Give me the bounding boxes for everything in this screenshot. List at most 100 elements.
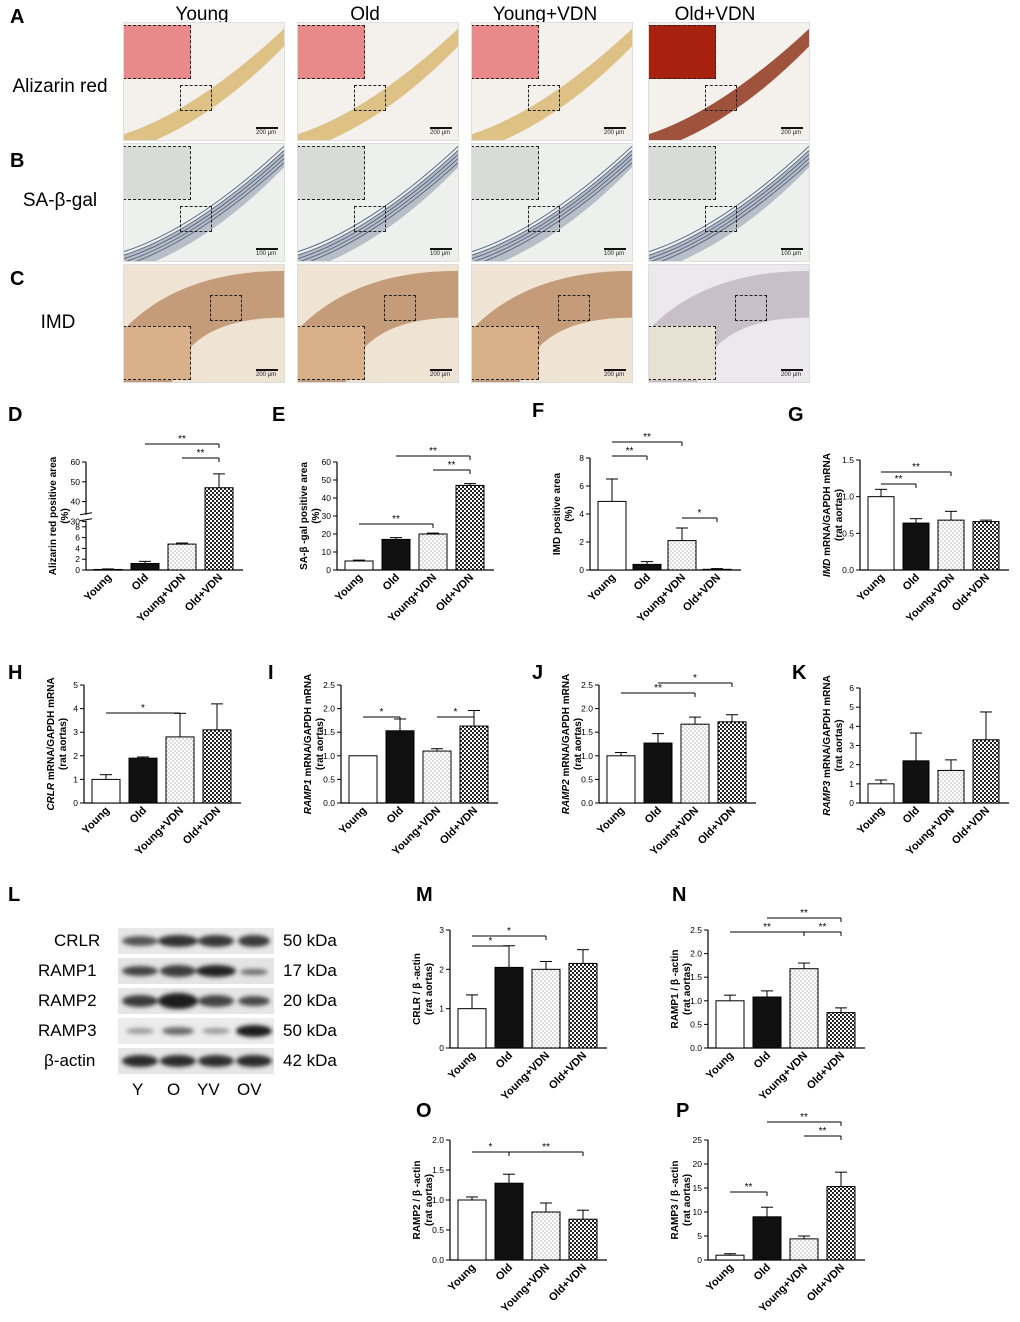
category-label-e-3: Old+VDN bbox=[434, 572, 476, 614]
bar-m-0 bbox=[457, 1008, 487, 1049]
sig-mark-p: ** bbox=[800, 1112, 808, 1123]
y-tick-label-d: 6 bbox=[75, 533, 80, 543]
y-axis-label-k: RAMP3 mRNA/GAPDH mRNA bbox=[822, 675, 833, 816]
micrograph-alizarin-young-vdn: 200 μm bbox=[471, 22, 633, 141]
y-axis-label2-g: (rat aortas) bbox=[834, 489, 845, 541]
sig-mark-o: ** bbox=[542, 1142, 550, 1153]
y-tick-label-h: 3 bbox=[73, 727, 78, 737]
y-axis-label2-i: (rat aortas) bbox=[315, 718, 326, 770]
row-label-sa-gal: SA-β-gal bbox=[22, 190, 98, 211]
micrograph-imd-old: 200 μm bbox=[297, 264, 459, 383]
y-tick-label-n: 2.5 bbox=[690, 925, 702, 935]
y-axis-label2-h: (rat aortas) bbox=[58, 718, 69, 770]
y-tick-label-n: 0.5 bbox=[690, 1019, 702, 1029]
y-axis-label2-e: (%) bbox=[311, 508, 322, 524]
y-tick-label-i: 0.5 bbox=[323, 774, 335, 784]
category-label-e-1: Old bbox=[381, 572, 402, 593]
row-label-alizarin: Alizarin red bbox=[12, 76, 108, 97]
category-label-k-3: Old+VDN bbox=[950, 805, 992, 847]
sig-mark-f: ** bbox=[643, 432, 651, 443]
y-tick-label-e: 10 bbox=[322, 547, 332, 557]
bar-m-3 bbox=[568, 962, 598, 1049]
bar-i-3 bbox=[459, 725, 489, 804]
panel-label-f: F bbox=[532, 400, 545, 422]
category-label-i-0: Young bbox=[337, 805, 369, 837]
y-tick-label-i: 2.5 bbox=[323, 680, 335, 690]
panel-label-d: D bbox=[8, 404, 23, 426]
micrograph-inset bbox=[472, 25, 539, 79]
y-axis-label-h: CRLR mRNA/GAPDH mRNA bbox=[46, 677, 57, 810]
blot-label-actin: β-actin bbox=[44, 1051, 96, 1070]
sig-mark-j: ** bbox=[654, 683, 662, 694]
panel-label-c: C bbox=[10, 268, 25, 290]
lane-label-ov: OV bbox=[237, 1080, 262, 1099]
micrograph-inset bbox=[298, 326, 365, 380]
y-tick-label-h: 5 bbox=[73, 680, 78, 690]
bar-h-0 bbox=[91, 778, 121, 804]
y-tick-label-g: 0.5 bbox=[842, 528, 854, 538]
y-tick-label-p: 5 bbox=[697, 1231, 702, 1241]
sig-mark-m: * bbox=[489, 936, 493, 947]
y-tick-label-d: 0 bbox=[75, 565, 80, 575]
y-tick-label-e: 30 bbox=[322, 511, 332, 521]
y-tick-label-o: 0.0 bbox=[432, 1255, 444, 1265]
micrograph-inset bbox=[649, 25, 716, 79]
panel-label-e: E bbox=[272, 404, 286, 426]
y-axis-label2-o: (rat aortas) bbox=[424, 1174, 435, 1226]
category-label-p-0: Young bbox=[704, 1262, 736, 1294]
scale-bar: 200 μm bbox=[256, 369, 278, 378]
y-tick-label-n: 1.0 bbox=[690, 996, 702, 1006]
category-label-k-0: Young bbox=[855, 805, 887, 837]
y-axis-label2-p: (rat aortas) bbox=[682, 1174, 693, 1226]
micrograph-sa-gal-old: 100 μm bbox=[297, 143, 459, 262]
scale-bar: 200 μm bbox=[430, 369, 452, 378]
panel-label-j: J bbox=[532, 662, 544, 684]
category-label-f-0: Young bbox=[586, 572, 618, 604]
bar-j-1 bbox=[643, 742, 673, 804]
scale-bar: 200 μm bbox=[781, 369, 803, 378]
bar-m-1 bbox=[494, 966, 524, 1049]
blot-kda-ramp3: 50 kDa bbox=[283, 1021, 337, 1040]
y-tick-label-d: 50 bbox=[71, 477, 81, 487]
y-tick-label-o: 1.0 bbox=[432, 1195, 444, 1205]
micrograph-alizarin-old-vdn: 200 μm bbox=[648, 22, 810, 141]
y-tick-label-d: 2 bbox=[75, 554, 80, 564]
sig-mark-f: * bbox=[698, 508, 702, 519]
y-axis-label-d: Alizarin red positive area bbox=[48, 456, 59, 575]
y-axis-label-i: RAMP1 mRNA/GAPDH mRNA bbox=[303, 674, 314, 815]
bar-e-0 bbox=[344, 560, 374, 571]
category-label-j-0: Young bbox=[595, 805, 627, 837]
category-label-p-1: Old bbox=[752, 1262, 773, 1283]
column-title-old: Old bbox=[350, 4, 380, 25]
micrograph-alizarin-old: 200 μm bbox=[297, 22, 459, 141]
y-tick-label-p: 25 bbox=[693, 1135, 703, 1145]
sig-mark-e: ** bbox=[392, 514, 400, 525]
category-label-n-1: Old bbox=[752, 1050, 773, 1071]
category-label-d-1: Old bbox=[130, 572, 151, 593]
y-tick-label-h: 0 bbox=[73, 798, 78, 808]
y-tick-label-i: 2.0 bbox=[323, 704, 335, 714]
category-label-m-1: Old bbox=[494, 1050, 515, 1071]
bar-d-2 bbox=[167, 543, 197, 571]
bar-f-1 bbox=[632, 563, 662, 571]
lane-label-y: Y bbox=[132, 1080, 144, 1099]
category-label-o-1: Old bbox=[494, 1262, 515, 1283]
y-tick-label-f: 2 bbox=[579, 537, 584, 547]
blot-kda-ramp2: 20 kDa bbox=[283, 991, 337, 1010]
y-tick-label-f: 4 bbox=[579, 509, 584, 519]
micrograph-roi-box bbox=[528, 85, 560, 111]
panel-label-l: L bbox=[8, 884, 21, 906]
sig-mark-n: ** bbox=[763, 922, 771, 933]
y-tick-label-k: 2 bbox=[849, 760, 854, 770]
lane-label-o: O bbox=[167, 1080, 181, 1099]
bar-n-3 bbox=[826, 1012, 856, 1049]
y-tick-label-h: 1 bbox=[73, 774, 78, 784]
category-label-p-3: Old+VDN bbox=[805, 1262, 847, 1304]
scale-bar: 200 μm bbox=[781, 127, 803, 136]
column-title-old-vdn: Old+VDN bbox=[674, 4, 756, 25]
bar-k-0 bbox=[867, 783, 895, 804]
y-tick-label-d: 60 bbox=[71, 457, 81, 467]
y-axis-label-m: CRLR / β -actin bbox=[412, 953, 423, 1025]
axis-break-d bbox=[80, 514, 92, 521]
